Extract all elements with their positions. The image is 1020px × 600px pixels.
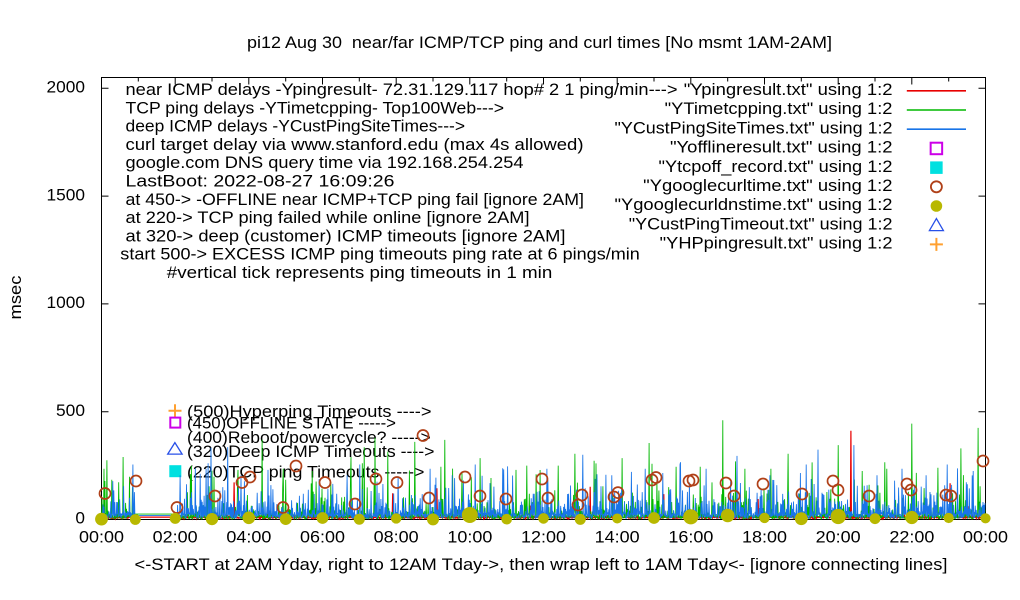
svg-text:"Ytcpoff_record.txt" using 1:2: "Ytcpoff_record.txt" using 1:2 xyxy=(659,157,893,176)
svg-text:08:00: 08:00 xyxy=(374,528,419,547)
svg-text:06:00: 06:00 xyxy=(300,528,345,547)
svg-text:1500: 1500 xyxy=(47,185,86,204)
svg-text:14:00: 14:00 xyxy=(595,528,640,547)
svg-text:02:00: 02:00 xyxy=(153,528,198,547)
svg-text:(400)Reboot/powercycle? ----->: (400)Reboot/powercycle? -----> xyxy=(187,428,431,447)
svg-text:18:00: 18:00 xyxy=(742,528,787,547)
svg-text:at 450-> -OFFLINE near ICMP+TC: at 450-> -OFFLINE near ICMP+TCP ping fai… xyxy=(126,190,585,209)
svg-text:<-START at 2AM Yday, right to: <-START at 2AM Yday, right to 12AM Tday-… xyxy=(135,555,948,574)
svg-text:20:00: 20:00 xyxy=(816,528,861,547)
svg-text:"Ygooglecurldnstime.txt" using: "Ygooglecurldnstime.txt" using 1:2 xyxy=(615,195,893,214)
svg-text:500: 500 xyxy=(56,401,85,420)
svg-text:"YTimetcpping.txt" using 1:2: "YTimetcpping.txt" using 1:2 xyxy=(665,99,893,118)
svg-text:1000: 1000 xyxy=(47,293,86,312)
svg-text:at 320-> deep (customer) ICMP: at 320-> deep (customer) ICMP timeouts [… xyxy=(126,226,566,245)
svg-text:at 220-> TCP ping failed while: at 220-> TCP ping failed while online [i… xyxy=(126,208,530,227)
svg-text:"Yofflineresult.txt" using 1:2: "Yofflineresult.txt" using 1:2 xyxy=(670,138,893,157)
svg-text:"YCustPingSiteTimes.txt" using: "YCustPingSiteTimes.txt" using 1:2 xyxy=(615,118,893,137)
svg-text:"Ypingresult.txt" using 1:2: "Ypingresult.txt" using 1:2 xyxy=(684,80,893,99)
svg-text:LastBoot: 2022-08-27 16:09:26: LastBoot: 2022-08-27 16:09:26 xyxy=(126,172,395,191)
svg-text:"YCustPingTimeout.txt" using 1: "YCustPingTimeout.txt" using 1:2 xyxy=(629,214,893,233)
svg-text:(220)TCP ping Timeouts ----->: (220)TCP ping Timeouts -----> xyxy=(187,463,424,482)
svg-text:curl target delay via www.stan: curl target delay via www.stanford.edu (… xyxy=(126,135,584,154)
svg-text:0: 0 xyxy=(75,509,85,528)
svg-text:00:00: 00:00 xyxy=(963,528,1008,547)
svg-text:(500)Hyperping Timeouts ---->: (500)Hyperping Timeouts ----> xyxy=(187,402,432,421)
svg-text:(320)Deep ICMP Timeouts ---->: (320)Deep ICMP Timeouts ----> xyxy=(187,442,434,461)
svg-text:TCP ping delays -YTimetcpping-: TCP ping delays -YTimetcpping- Top100Web… xyxy=(126,98,505,117)
svg-text:google.com DNS query time via: google.com DNS query time via 192.168.25… xyxy=(126,153,524,172)
svg-text:22:00: 22:00 xyxy=(889,528,934,547)
svg-text:04:00: 04:00 xyxy=(226,528,271,547)
svg-text:12:00: 12:00 xyxy=(521,528,566,547)
svg-text:"YHPpingresult.txt" using 1:2: "YHPpingresult.txt" using 1:2 xyxy=(660,234,893,253)
svg-text:pi12 Aug 30 near/far ICMP/TCP: pi12 Aug 30 near/far ICMP/TCP ping and c… xyxy=(247,33,832,52)
svg-text:(450)OFFLINE STATE ----->: (450)OFFLINE STATE -----> xyxy=(187,414,396,433)
svg-text:start 500-> EXCESS ICMP ping t: start 500-> EXCESS ICMP ping timeouts pi… xyxy=(120,245,640,264)
svg-text:16:00: 16:00 xyxy=(668,528,713,547)
svg-text:"Ygooglecurltime.txt" using 1:: "Ygooglecurltime.txt" using 1:2 xyxy=(643,176,892,195)
svg-text:msec: msec xyxy=(6,275,25,320)
svg-text:2000: 2000 xyxy=(47,78,86,97)
svg-text:#vertical tick represents ping: #vertical tick represents ping timeouts … xyxy=(167,263,553,282)
svg-text:deep ICMP delays -YCustPingSit: deep ICMP delays -YCustPingSiteTimes---> xyxy=(126,117,466,136)
svg-text:10:00: 10:00 xyxy=(447,528,492,547)
svg-text:00:00: 00:00 xyxy=(79,528,124,547)
svg-text:near ICMP delays -Ypingresult-: near ICMP delays -Ypingresult- 72.31.129… xyxy=(126,80,678,99)
